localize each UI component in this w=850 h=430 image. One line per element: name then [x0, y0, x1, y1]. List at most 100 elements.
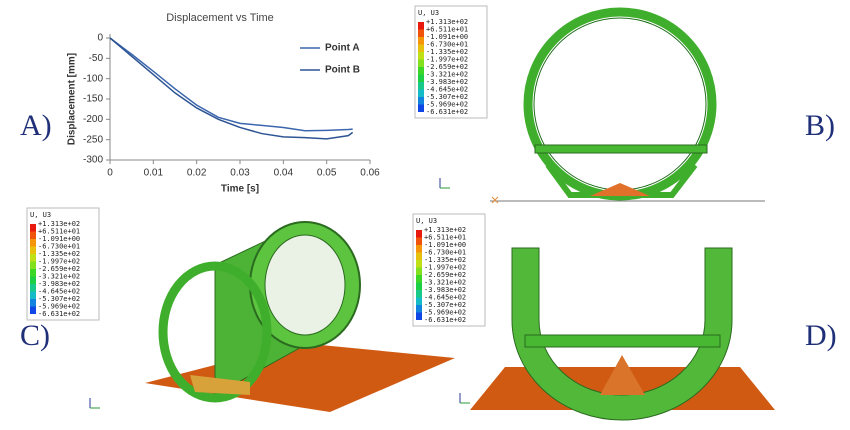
legend-swatch	[418, 29, 424, 37]
panel-label: D)	[805, 319, 837, 352]
panel-label: C)	[20, 319, 50, 352]
x-tick-label: 0.02	[187, 168, 207, 179]
legend-level: +6.511e+01	[424, 234, 466, 242]
legend-swatch	[30, 224, 36, 232]
legend-swatch	[30, 284, 36, 292]
legend-level: -5.307e+02	[38, 295, 80, 303]
legend-swatch	[416, 275, 422, 283]
legend-swatch	[30, 239, 36, 247]
legend-level: +6.511e+01	[38, 228, 80, 236]
legend-label: Point B	[325, 65, 360, 76]
legend-swatch	[418, 104, 424, 112]
series-line	[109, 37, 354, 140]
legend-level: -1.091e+00	[426, 33, 468, 41]
legend-label: Point A	[325, 43, 360, 54]
legend-swatch	[30, 306, 36, 314]
legend-level: -3.983e+02	[424, 286, 466, 294]
legend-level: -6.730e+01	[426, 41, 468, 49]
legend-title: U, U3	[418, 9, 439, 17]
legend-level: -3.983e+02	[426, 78, 468, 86]
legend-level: -1.091e+00	[38, 235, 80, 243]
legend-box	[26, 207, 100, 321]
y-axis-label: Displacement [mm]	[67, 53, 78, 145]
legend-title: U, U3	[30, 211, 51, 219]
legend-swatch	[416, 282, 422, 290]
y-tick-label: -300	[83, 155, 103, 166]
legend-swatch	[418, 22, 424, 30]
legend-level: -5.969e+02	[426, 101, 468, 109]
legend-swatch	[416, 237, 422, 245]
x-tick-label: 0.03	[230, 168, 250, 179]
legend-level: -4.645e+02	[426, 86, 468, 94]
x-axis-label: Time [s]	[221, 184, 259, 195]
legend-level: -5.307e+02	[424, 301, 466, 309]
legend-level: -1.997e+02	[38, 258, 80, 266]
legend-level: -3.321e+02	[38, 273, 80, 281]
legend-level: +1.313e+02	[426, 18, 468, 26]
legend-swatch	[418, 74, 424, 82]
series-line	[109, 37, 353, 132]
legend-level: -3.321e+02	[426, 71, 468, 79]
legend-swatch	[30, 261, 36, 269]
panel-label: B)	[805, 109, 835, 142]
y-tick-label: -50	[89, 53, 104, 64]
x-tick-label: 0	[107, 168, 113, 179]
legend-swatch	[416, 260, 422, 268]
legend-level: -3.321e+02	[424, 279, 466, 287]
legend-swatch	[30, 276, 36, 284]
legend-swatch	[30, 299, 36, 307]
model-c	[89, 221, 455, 412]
legend-level: -6.631e+02	[424, 316, 466, 324]
chart-title: Displacement vs Time	[166, 12, 274, 24]
legend-swatch	[416, 245, 422, 253]
legend-swatch	[30, 269, 36, 277]
y-tick-label: -100	[83, 73, 103, 84]
legend-swatch	[30, 231, 36, 239]
legend-level: -4.645e+02	[38, 288, 80, 296]
legend-title: U, U3	[416, 217, 437, 225]
legend-level: -3.983e+02	[38, 280, 80, 288]
legend-box	[412, 213, 486, 327]
legend-swatch	[30, 291, 36, 299]
legend-level: -6.730e+01	[38, 243, 80, 251]
legend-swatch	[418, 82, 424, 90]
legend-level: -2.659e+02	[424, 271, 466, 279]
model-b	[439, 7, 765, 204]
legend-swatch	[418, 37, 424, 45]
legend-swatch	[418, 59, 424, 67]
legend-level: -1.335e+02	[38, 250, 80, 258]
legend-level: -1.335e+02	[424, 256, 466, 264]
legend-swatch	[30, 246, 36, 254]
legend-level: -5.969e+02	[38, 303, 80, 311]
legend-level: -2.659e+02	[38, 265, 80, 273]
legend-level: -1.091e+00	[424, 241, 466, 249]
x-tick-label: 0.01	[144, 168, 164, 179]
y-tick-label: -250	[83, 134, 103, 145]
legend-level: +6.511e+01	[426, 26, 468, 34]
legend-swatch	[416, 267, 422, 275]
legend-level: +1.313e+02	[38, 220, 80, 228]
y-tick-label: -200	[83, 114, 103, 125]
legend-level: -1.997e+02	[424, 264, 466, 272]
panel-label: A)	[20, 109, 52, 142]
legend-swatch	[418, 89, 424, 97]
y-tick-label: -150	[83, 94, 103, 105]
legend-swatch	[418, 67, 424, 75]
legend-swatch	[30, 254, 36, 262]
legend-swatch	[418, 44, 424, 52]
y-tick-label: 0	[97, 33, 103, 44]
x-tick-label: 0.04	[274, 168, 294, 179]
legend-level: -4.645e+02	[424, 294, 466, 302]
x-tick-label: 0.05	[317, 168, 337, 179]
legend-level: -1.335e+02	[426, 48, 468, 56]
legend-level: -6.631e+02	[426, 108, 468, 116]
legend-level: -5.969e+02	[424, 309, 466, 317]
legend-level: -6.631e+02	[38, 310, 80, 318]
legend-level: -1.997e+02	[426, 56, 468, 64]
legend-swatch	[418, 97, 424, 105]
legend-level: -5.307e+02	[426, 93, 468, 101]
legend-swatch	[418, 52, 424, 60]
legend-level: -2.659e+02	[426, 63, 468, 71]
legend-swatch	[416, 305, 422, 313]
